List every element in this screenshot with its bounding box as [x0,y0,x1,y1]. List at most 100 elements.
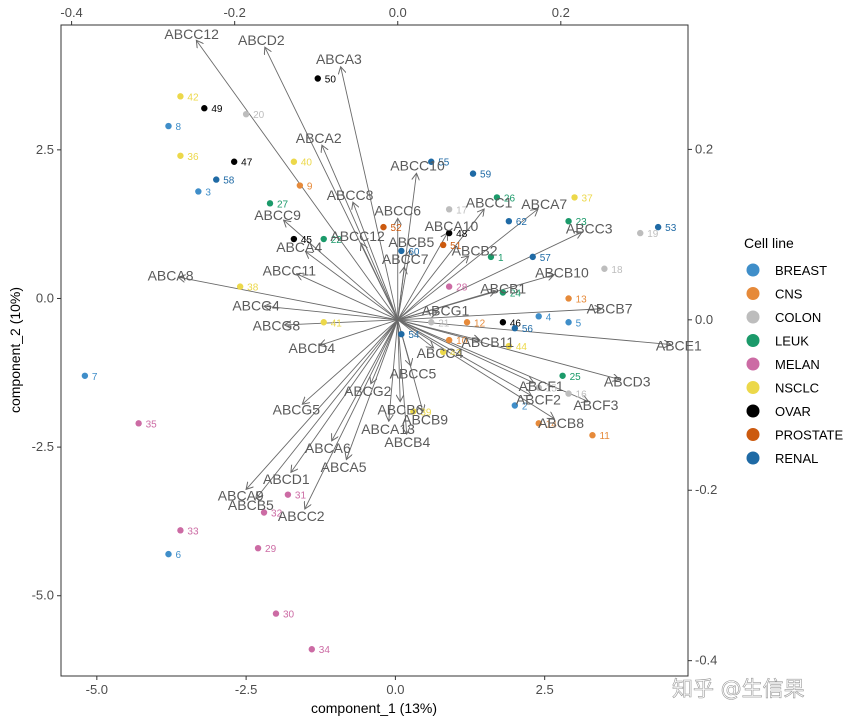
data-point [135,420,142,427]
loading-arrow [305,319,399,509]
point-label: 46 [510,318,522,329]
top-tick-label: 0.0 [389,5,407,20]
loading-label: ABCA6 [305,440,351,456]
loading-arrow [178,277,398,321]
plot-panel [60,24,689,677]
loading-label: ABCB9 [402,412,448,428]
data-point [445,283,453,290]
point-label: 11 [599,431,610,442]
data-point [260,509,268,516]
data-point [177,152,184,159]
data-point [201,105,208,112]
point-label: 50 [325,75,337,86]
top-tick-label: -0.2 [223,5,245,20]
data-point [559,372,566,379]
data-point [535,420,542,427]
loading-arrow [353,202,399,320]
loading-label: ABCC12 [330,228,385,244]
point-label: 62 [516,217,528,228]
data-point [242,110,250,118]
point-label: 9 [307,182,313,193]
right-tick-label: -0.4 [695,653,717,668]
loading-arrow [397,312,438,321]
loading-label: ABCC4 [417,345,464,361]
point-label: 38 [247,283,259,294]
point-label: 25 [570,372,582,383]
point-label: 3 [205,187,211,198]
point-label: 36 [187,152,199,163]
point-label: 54 [408,330,420,341]
loading-label: ABCA9 [218,487,264,503]
data-point [445,229,453,237]
y-tick-label: -5.0 [32,588,54,603]
data-point [177,93,184,100]
loading-arrow [397,233,448,321]
loading-arrow [397,256,469,321]
data-point [320,319,327,326]
loading-arrow [397,319,555,419]
point-label: 42 [187,92,199,103]
legend-swatch [746,263,760,277]
data-point [230,158,238,165]
point-label: 37 [582,193,594,204]
point-label: 8 [175,122,181,133]
x-axis-title: component_1 (13%) [311,700,437,716]
point-label: 51 [450,241,462,252]
data-point [487,253,495,261]
loading-arrow [397,319,532,396]
point-label: 41 [331,318,343,329]
point-label: 19 [647,229,659,240]
loading-arrow [361,243,399,321]
loading-arrow [397,209,538,321]
loading-arrow [397,319,671,345]
loading-label: ABCF2 [516,392,561,408]
data-point [654,223,662,231]
loading-label: ABCC10 [390,157,445,173]
legend-label: PROSTATE [775,428,843,443]
right-tick-label: -0.2 [695,482,717,497]
axes: -5.0 -2.5 0.0 2.5 -5.0 -2.5 0.0 2.5 -0.4 -0.2 0.0 0… [32,5,718,697]
y-tick-label: 0.0 [36,290,54,305]
legend-title: Cell line [744,235,794,251]
data-point [236,283,244,290]
legend-label: CNS [775,287,803,302]
data-point [589,432,596,439]
point-label: 24 [510,289,522,300]
right-tick-label: 0.0 [695,312,713,327]
loading-label: ABCC7 [382,251,429,267]
data-point [428,319,435,326]
right-tick-label: 0.2 [695,141,713,156]
data-point [469,170,477,177]
data-point [499,289,507,296]
data-point [272,610,280,617]
loading-label: ABCG1 [422,303,470,319]
data-point [505,342,513,350]
x-tick-label: -2.5 [235,682,257,697]
data-point [565,390,572,397]
loading-label: ABCD3 [604,374,651,390]
data-point [565,295,572,302]
data-point [535,313,542,320]
loading-arrow [346,319,399,460]
watermark: 知乎 @生信果 [672,677,805,701]
point-label: 53 [665,223,677,234]
loading-arrow [256,319,399,499]
loading-arrow [397,319,534,383]
loading-arrow [397,291,496,321]
point-label: 15 [546,384,558,395]
point-label: 10 [456,336,468,347]
data-point [398,330,405,338]
data-point [284,491,292,498]
point-label: 7 [92,372,98,383]
point-label: 26 [504,193,516,204]
top-tick-label: 0.2 [552,5,570,20]
loading-label: ABCC6 [374,202,421,218]
point-label: 43 [450,348,462,359]
data-point [410,408,417,415]
loading-arrow [341,67,399,320]
data-point [195,188,202,195]
loading-vectors [178,40,670,509]
point-label: 12 [474,318,486,329]
